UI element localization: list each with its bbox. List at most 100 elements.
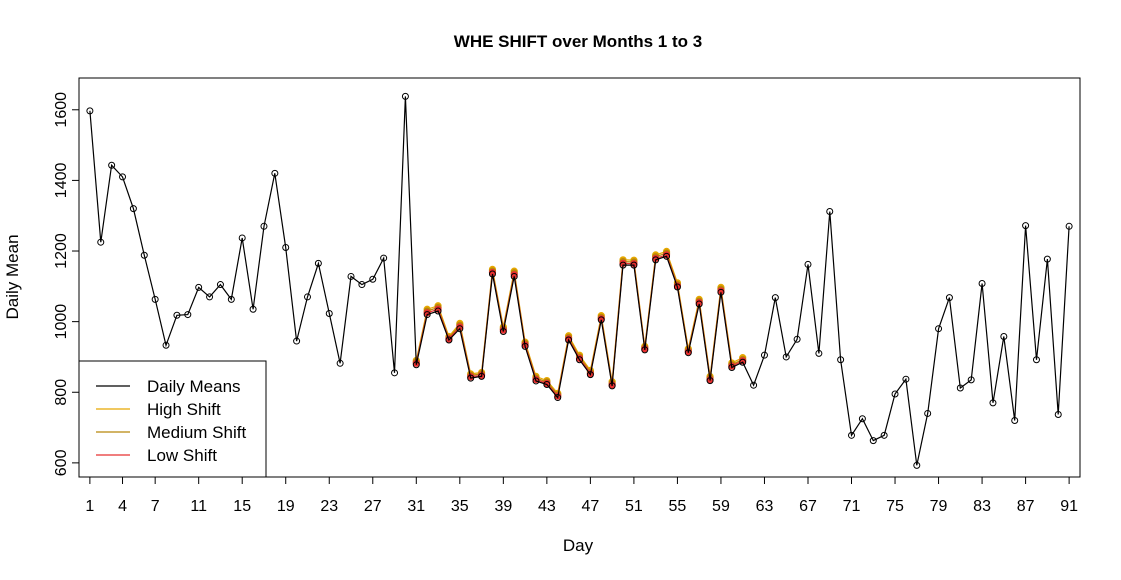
point-daily-means-day-69 xyxy=(826,207,834,215)
x-tick-label-67: 67 xyxy=(799,498,817,515)
point-daily-means-day-60 xyxy=(728,364,736,372)
point-daily-means-day-39 xyxy=(499,328,507,336)
point-daily-means-day-47 xyxy=(586,371,594,379)
point-daily-means-day-12 xyxy=(206,293,214,301)
x-tick-label-83: 83 xyxy=(973,498,991,515)
y-tick-label-800: 800 xyxy=(53,379,70,406)
series-line-medium-shift xyxy=(415,252,743,397)
point-daily-means-day-13 xyxy=(216,281,224,289)
y-tick-label-1400: 1400 xyxy=(53,162,70,198)
point-daily-means-day-31 xyxy=(412,361,420,369)
x-tick-label-79: 79 xyxy=(930,498,948,515)
point-daily-means-day-17 xyxy=(260,222,268,230)
point-daily-means-day-79 xyxy=(935,325,943,333)
point-daily-means-day-67 xyxy=(804,260,812,268)
x-tick-label-71: 71 xyxy=(843,498,861,515)
point-daily-means-day-18 xyxy=(271,169,279,177)
point-daily-means-day-10 xyxy=(184,311,192,319)
point-daily-means-day-87 xyxy=(1022,222,1030,230)
point-daily-means-day-76 xyxy=(902,375,910,383)
point-daily-means-day-33 xyxy=(434,307,442,315)
point-daily-means-day-56 xyxy=(684,349,692,357)
x-axis-label: Day xyxy=(563,536,594,555)
point-daily-means-day-55 xyxy=(673,283,681,291)
point-daily-means-day-57 xyxy=(695,300,703,308)
point-daily-means-day-72 xyxy=(858,415,866,423)
point-daily-means-day-7 xyxy=(151,295,159,303)
point-daily-means-day-83 xyxy=(978,280,986,288)
point-daily-means-day-84 xyxy=(989,399,997,407)
x-tick-label-63: 63 xyxy=(756,498,774,515)
point-daily-means-day-25 xyxy=(347,272,355,280)
point-daily-means-day-19 xyxy=(282,243,290,251)
point-daily-means-day-70 xyxy=(837,356,845,364)
series-high-shift xyxy=(412,247,747,397)
x-tick-label-75: 75 xyxy=(886,498,904,515)
point-daily-means-day-37 xyxy=(478,372,486,380)
legend: Daily Means High Shift Medium Shift Low Shi… xyxy=(78,360,267,478)
point-daily-means-day-78 xyxy=(924,409,932,417)
point-daily-means-day-42 xyxy=(532,377,540,385)
point-daily-means-day-23 xyxy=(325,310,333,318)
point-daily-means-day-28 xyxy=(380,254,388,262)
point-daily-means-day-29 xyxy=(391,369,399,377)
x-tick-label-4: 4 xyxy=(118,498,127,515)
point-daily-means-day-50 xyxy=(619,261,627,269)
x-tick-label-15: 15 xyxy=(233,498,251,515)
x-tick-label-7: 7 xyxy=(151,498,160,515)
point-daily-means-day-88 xyxy=(1032,356,1040,364)
point-daily-means-day-66 xyxy=(793,335,801,343)
chart-title: WHE SHIFT over Months 1 to 3 xyxy=(454,32,702,51)
point-daily-means-day-71 xyxy=(848,431,856,439)
point-daily-means-day-75 xyxy=(891,390,899,398)
point-daily-means-day-26 xyxy=(358,281,366,289)
point-daily-means-day-2 xyxy=(97,238,105,246)
x-axis: 1 4 7 11 15 19 23 27 31 35 39 43 47 51 55 59 63 67 71 75 79 8… xyxy=(85,476,1078,515)
point-daily-means-day-5 xyxy=(129,205,137,213)
series-daily-means xyxy=(86,92,1073,469)
series-line-daily-means xyxy=(89,96,1070,466)
legend-label-low-shift: Low Shift xyxy=(147,446,217,465)
point-daily-means-day-52 xyxy=(641,346,649,354)
series-medium-shift xyxy=(412,249,747,399)
point-daily-means-day-16 xyxy=(249,305,257,313)
x-tick-label-19: 19 xyxy=(277,498,295,515)
point-daily-means-day-41 xyxy=(521,342,529,350)
series-line-high-shift xyxy=(415,250,743,395)
legend-label-high-shift: High Shift xyxy=(147,400,221,419)
point-daily-means-day-44 xyxy=(554,394,562,402)
point-daily-means-day-65 xyxy=(782,353,790,361)
point-daily-means-day-27 xyxy=(369,275,377,283)
point-daily-means-day-22 xyxy=(314,259,322,267)
point-daily-means-day-64 xyxy=(771,294,779,302)
y-axis: 600 800 1000 1200 1400 1600 xyxy=(53,92,79,476)
x-tick-label-23: 23 xyxy=(320,498,338,515)
point-daily-means-day-77 xyxy=(913,461,921,469)
point-daily-means-day-45 xyxy=(565,336,573,344)
point-daily-means-day-4 xyxy=(119,173,127,181)
point-daily-means-day-30 xyxy=(401,92,409,100)
series-layer xyxy=(86,92,1073,469)
legend-box xyxy=(78,360,267,478)
point-daily-means-day-24 xyxy=(336,359,344,367)
point-daily-means-day-40 xyxy=(510,272,518,280)
point-daily-means-day-21 xyxy=(303,293,311,301)
point-daily-means-day-61 xyxy=(739,358,747,366)
point-daily-means-day-35 xyxy=(456,325,464,333)
point-daily-means-day-15 xyxy=(238,234,246,242)
x-tick-label-39: 39 xyxy=(494,498,512,515)
x-tick-label-59: 59 xyxy=(712,498,730,515)
series-line-low-shift xyxy=(415,254,743,398)
point-daily-means-day-34 xyxy=(445,336,453,344)
point-daily-means-day-86 xyxy=(1011,417,1019,425)
point-daily-means-day-82 xyxy=(967,376,975,384)
x-tick-label-27: 27 xyxy=(364,498,382,515)
point-daily-means-day-32 xyxy=(423,311,431,319)
y-tick-label-1200: 1200 xyxy=(53,233,70,269)
point-daily-means-day-43 xyxy=(543,380,551,388)
point-daily-means-day-3 xyxy=(108,161,116,169)
point-daily-means-day-54 xyxy=(663,252,671,260)
x-tick-label-87: 87 xyxy=(1017,498,1035,515)
